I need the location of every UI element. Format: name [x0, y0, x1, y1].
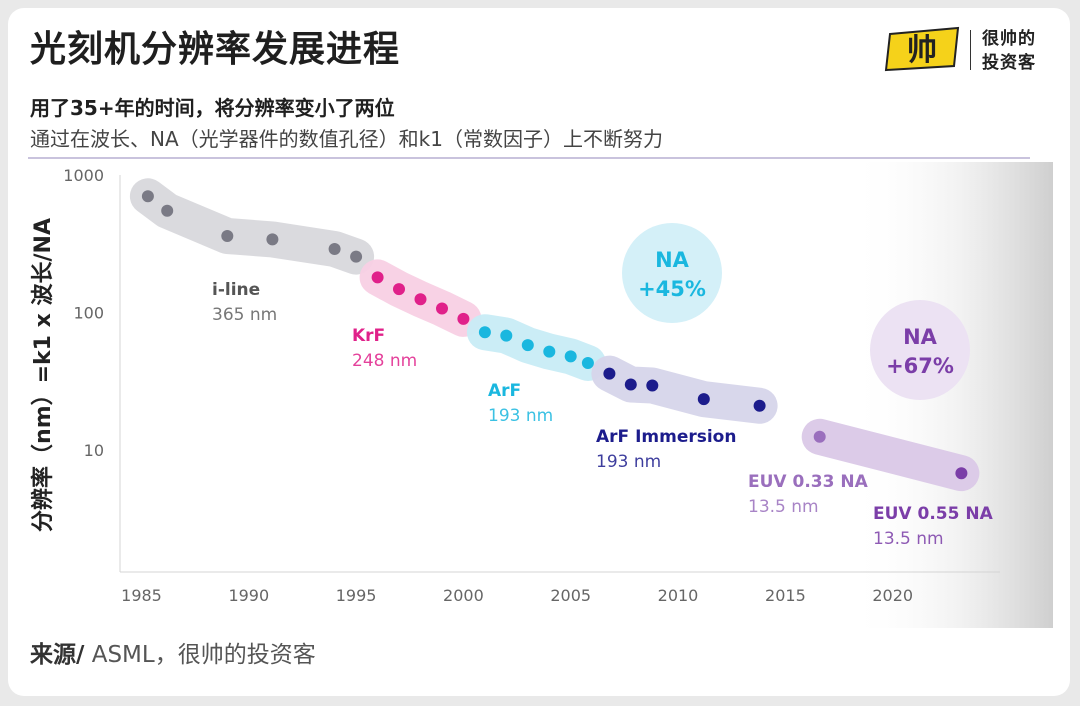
- iline-band: [129, 178, 375, 275]
- source-label: 来源/: [30, 642, 85, 668]
- brand-line-2: 投资客: [982, 53, 1036, 73]
- future-shade: [850, 162, 1053, 628]
- na45-bubble: [622, 223, 722, 323]
- euv-band: [801, 418, 980, 492]
- x-tick-2005: 2005: [550, 586, 591, 605]
- arf-point-1: [478, 326, 491, 339]
- iline-point-4: [266, 233, 279, 246]
- brand-block: 帅 很帅的 投资客: [884, 22, 1054, 76]
- brand-line-1: 很帅的: [982, 29, 1036, 49]
- euv033-label: EUV 0.33 NA: [748, 472, 869, 492]
- euv055-wavelength: 13.5 nm: [873, 529, 944, 549]
- krf-point-5: [457, 312, 470, 325]
- x-tick-2020: 2020: [872, 586, 913, 605]
- arf-point-3: [521, 339, 534, 352]
- x-tick-2015: 2015: [765, 586, 806, 605]
- krf-wavelength: 248 nm: [352, 351, 417, 371]
- arf-point-5: [564, 350, 577, 363]
- brand-logo-text: 帅: [907, 33, 937, 68]
- euv033-wavelength: 13.5 nm: [748, 497, 819, 517]
- immersion-point-4: [697, 393, 710, 406]
- description: 通过在波长、NA（光学器件的数值孔径）和k1（常数因子）上不断努力: [30, 127, 663, 151]
- iline-point-1: [141, 190, 154, 203]
- na45-label-na: NA: [655, 248, 690, 272]
- immersion-label: ArF Immersion: [596, 427, 736, 447]
- series-labels: i-line 365 nm KrF 248 nm ArF 193 nm ArF Immers…: [212, 280, 994, 549]
- source-text: ASML，很帅的投资客: [84, 642, 316, 668]
- immersion-point-3: [646, 379, 659, 392]
- iline-wavelength: 365 nm: [212, 305, 277, 325]
- data-points: [141, 190, 968, 480]
- x-tick-2010: 2010: [658, 586, 699, 605]
- iline-point-5: [328, 243, 341, 255]
- x-tick-2000: 2000: [443, 586, 484, 605]
- iline-point-2: [161, 204, 174, 217]
- euv055-point-1: [955, 467, 968, 480]
- krf-point-4: [436, 302, 448, 315]
- krf-point-2: [393, 283, 405, 296]
- y-tick-labels: 1000 100 10: [63, 166, 104, 460]
- immersion-wavelength: 193 nm: [596, 452, 661, 472]
- krf-label: KrF: [352, 326, 385, 346]
- iline-point-3: [221, 230, 234, 242]
- euv055-label: EUV 0.55 NA: [873, 504, 994, 524]
- y-axis-label: 分辨率（nm）=k1 x 波长/NA: [30, 218, 56, 532]
- iline-label: i-line: [212, 280, 260, 300]
- page-title: 光刻机分辨率发展进程: [30, 29, 401, 70]
- na45-label-pct: +45%: [638, 277, 706, 301]
- immersion-point-1: [603, 367, 616, 380]
- arf-point-4: [543, 345, 556, 358]
- arf-point-6: [581, 357, 594, 369]
- na67-label-na: NA: [903, 325, 938, 349]
- y-tick-1000: 1000: [63, 166, 104, 185]
- krf-point-3: [414, 293, 427, 306]
- y-tick-100: 100: [73, 304, 104, 323]
- subtitle: 用了35+年的时间，将分辨率变小了两位: [30, 96, 395, 120]
- brand-logo-icon: 帅: [884, 26, 960, 72]
- source-line: 来源/ ASML，很帅的投资客: [30, 635, 316, 669]
- brand-separator: [970, 30, 971, 70]
- immersion-point-2: [624, 378, 637, 391]
- krf-point-1: [371, 271, 384, 284]
- immersion-point-5: [753, 399, 766, 412]
- x-tick-1990: 1990: [228, 586, 269, 605]
- x-tick-1985: 1985: [121, 586, 162, 605]
- arf-point-2: [500, 329, 513, 342]
- na67-label-pct: +67%: [886, 354, 954, 378]
- iline-point-6: [350, 250, 363, 263]
- y-tick-10: 10: [84, 441, 104, 460]
- x-tick-labels: 1985 1990 1995 2000 2005 2010 2015 2020: [121, 586, 913, 605]
- na-annotations: NA +45% NA +67%: [622, 223, 970, 400]
- arf-wavelength: 193 nm: [488, 406, 553, 426]
- x-tick-1995: 1995: [336, 586, 377, 605]
- euv033-point-1: [813, 430, 826, 443]
- na67-bubble: [870, 300, 970, 400]
- arf-label: ArF: [488, 381, 521, 401]
